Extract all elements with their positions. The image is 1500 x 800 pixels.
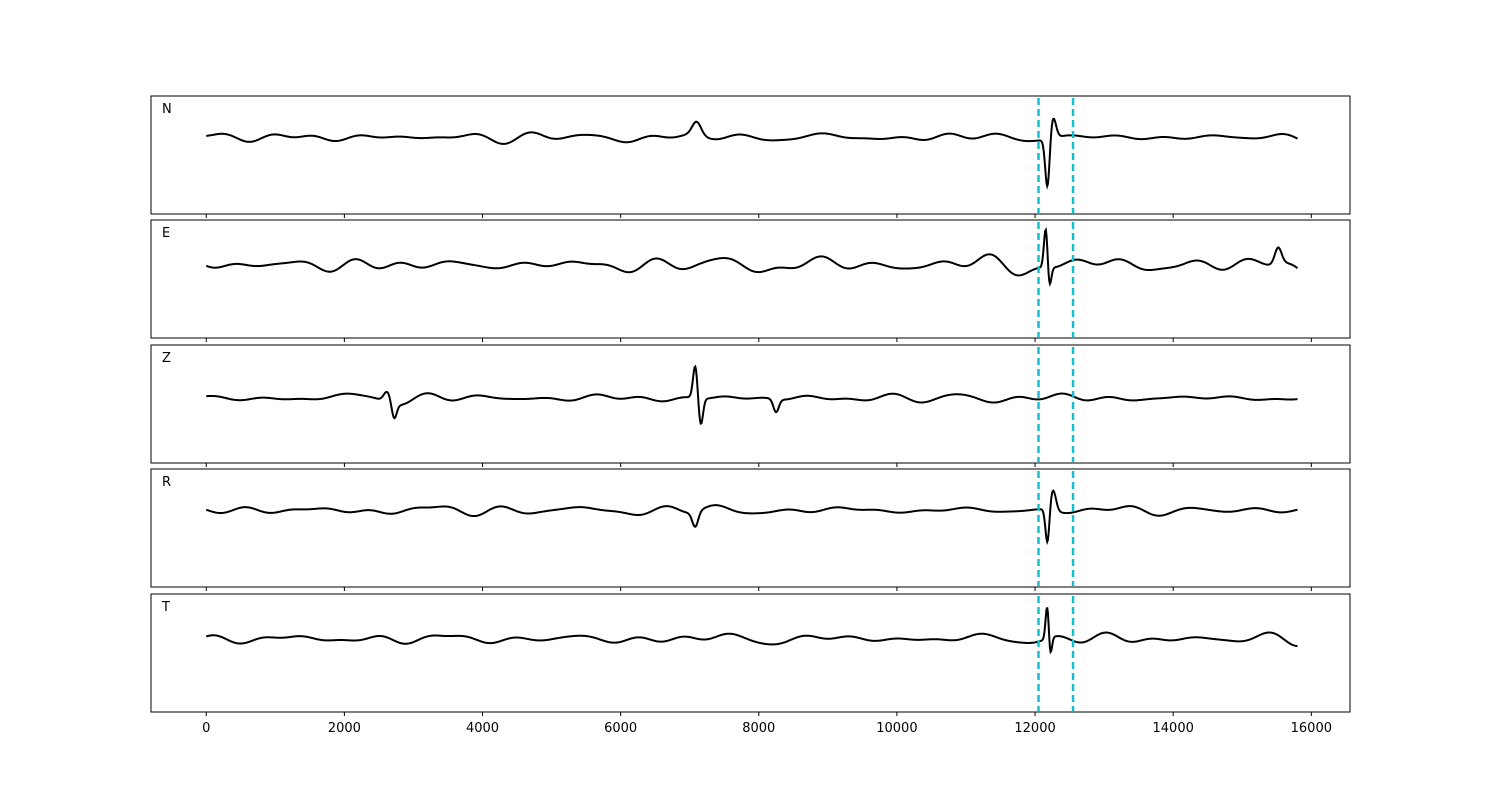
x-tick-label: 0	[202, 721, 210, 736]
x-tick-label: 10000	[876, 721, 917, 736]
x-tick-label: 12000	[1014, 721, 1055, 736]
panel-label: R	[162, 475, 171, 490]
panel-label: Z	[162, 351, 171, 366]
panel-n: N	[150, 95, 1351, 218]
panel-label: N	[162, 102, 172, 117]
panel-frame	[150, 468, 1351, 588]
waveform-e	[205, 227, 1299, 287]
waveform-r	[205, 489, 1298, 546]
panel-t: T	[150, 593, 1351, 716]
x-tick-label: 8000	[742, 721, 775, 736]
x-tick-label: 16000	[1291, 721, 1332, 736]
panel-frame	[150, 344, 1351, 464]
waveform-n	[206, 117, 1298, 190]
x-tick-label: 2000	[328, 721, 361, 736]
panel-z: Z	[150, 344, 1351, 467]
x-axis: 0 2000 4000 6000 8000 10000 12000 14000 16000	[202, 721, 1332, 736]
x-tick-label: 14000	[1153, 721, 1194, 736]
panel-frame	[150, 593, 1351, 713]
panels-layer: N E Z R T	[150, 95, 1351, 716]
panel-r: R	[150, 468, 1351, 591]
waveform-z	[206, 364, 1298, 425]
panel-label: E	[162, 226, 170, 241]
x-tick-label: 6000	[604, 721, 637, 736]
x-tick-label: 4000	[466, 721, 499, 736]
waveform-t	[205, 607, 1298, 655]
panel-frame	[150, 95, 1351, 215]
panel-frame	[150, 219, 1351, 339]
panel-label: T	[161, 600, 170, 615]
panel-e: E	[150, 219, 1351, 342]
